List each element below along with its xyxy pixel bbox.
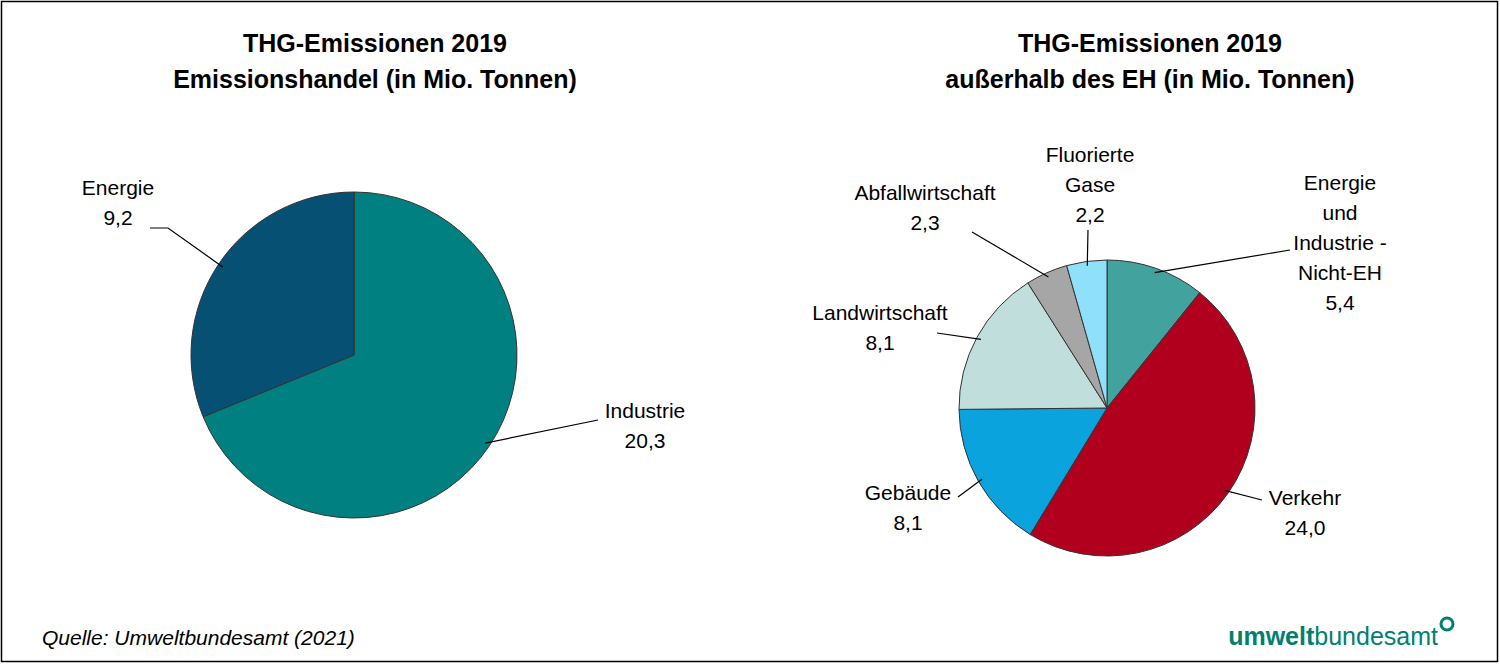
pie-chart: THG-Emissionen 2019 außerhalb des EH (in … [812,29,1386,556]
leader-line [1155,250,1290,273]
pie-slice [191,192,354,417]
leader-line [937,333,981,339]
label-line: Nicht-EH [1298,261,1382,284]
labels: Industrie 20,3 Energie 9,2 [82,176,685,452]
label-line: Gebäude [865,481,951,504]
frame [2,2,1498,662]
category-label: Energie [82,176,154,199]
source-note: Quelle: Umweltbundesamt (2021) [42,626,355,649]
label-line: Landwirtschaft [812,301,948,324]
label-line: Verkehr [1269,486,1341,509]
logo-part: umwelt [1228,622,1315,650]
chart-title: THG-Emissionen 2019 [1018,29,1282,57]
slices [959,260,1255,556]
chart-subtitle: Emissionshandel (in Mio. Tonnen) [173,65,577,93]
leader-line [485,420,598,443]
logo-icon [1441,618,1453,630]
value-label: 9,2 [103,206,132,229]
value-label: 2,2 [1075,203,1104,226]
label-line: Industrie - [1293,231,1386,254]
chart-subtitle: außerhalb des EH (in Mio. Tonnen) [945,65,1354,93]
label-line: Industrie [605,399,686,422]
label-line: Fluorierte [1046,143,1135,166]
category-label: Industrie [605,399,686,422]
category-label: Gebäude [865,481,951,504]
pie-slice [959,408,1107,535]
leader-line [150,228,223,267]
slices [191,192,517,518]
label-line: Energie [1304,171,1376,194]
category-label: Fluorierte Gase [1046,143,1135,196]
label-line: Abfallwirtschaft [854,181,995,204]
leader-line [1087,230,1089,266]
value-label: 5,4 [1325,291,1355,314]
leader-line [958,479,982,497]
label-line: und [1322,201,1357,224]
value-label: 8,1 [865,331,894,354]
value-label: 20,3 [625,429,666,452]
value-label: 2,3 [910,211,939,234]
category-label: Landwirtschaft [812,301,948,324]
category-label: Abfallwirtschaft [854,181,995,204]
pie-chart: THG-Emissionen 2019 Emissionshandel (in M… [82,29,685,518]
logo-part: bundesamt [1314,622,1438,650]
category-label: Verkehr [1269,486,1341,509]
pie-slice [1067,260,1107,408]
labels: Energie und Industrie - Nicht-EH 5,4 Verkehr 2… [812,143,1386,539]
logo: umweltbundesamt [1228,622,1438,650]
value-label: 24,0 [1285,516,1326,539]
leader-line [972,232,1048,277]
value-label: 8,1 [893,511,922,534]
chart-title: THG-Emissionen 2019 [243,29,507,57]
label-line: Energie [82,176,154,199]
label-line: Gase [1065,173,1115,196]
figure: THG-Emissionen 2019 Emissionshandel (in M… [0,0,1500,669]
category-label: Energie und Industrie - Nicht-EH [1293,171,1386,284]
leader-line [1225,490,1262,500]
